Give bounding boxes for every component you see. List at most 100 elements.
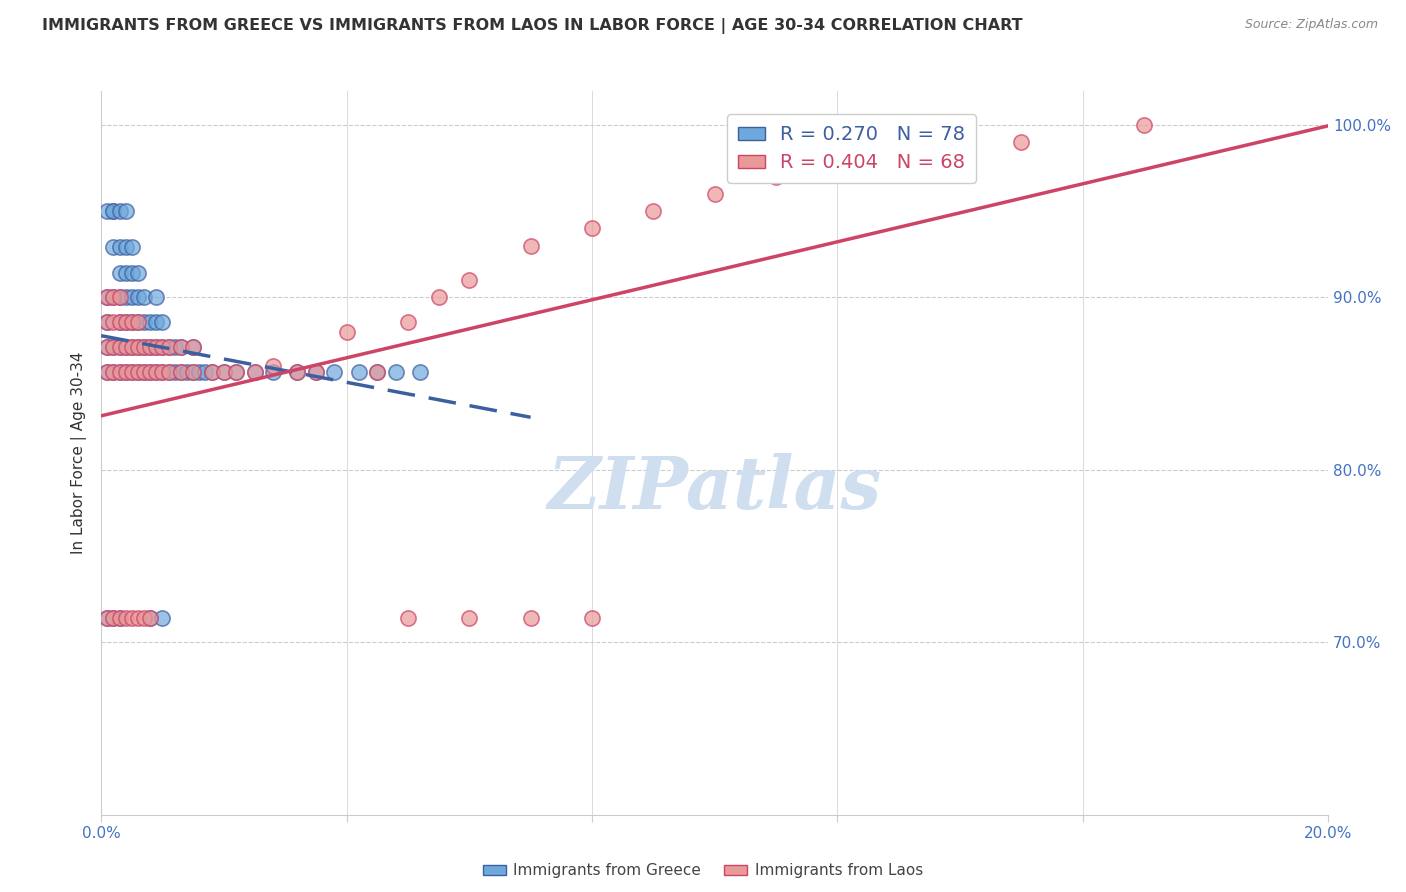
Immigrants from Greece xyxy=(96,340,118,354)
Immigrants from Laos xyxy=(96,611,118,625)
Immigrants from Laos xyxy=(152,365,174,379)
Immigrants from Greece xyxy=(121,266,143,280)
Immigrants from Greece xyxy=(103,204,125,219)
Legend: R = 0.270   N = 78, R = 0.404   N = 68: R = 0.270 N = 78, R = 0.404 N = 68 xyxy=(727,114,976,183)
Immigrants from Laos xyxy=(212,365,235,379)
Immigrants from Laos xyxy=(139,611,162,625)
Immigrants from Laos xyxy=(132,365,155,379)
Immigrants from Greece xyxy=(152,365,174,379)
Immigrants from Greece xyxy=(243,365,266,379)
Immigrants from Laos xyxy=(121,314,143,328)
Immigrants from Greece xyxy=(96,290,118,304)
Immigrants from Greece xyxy=(145,340,167,354)
Immigrants from Greece xyxy=(127,365,149,379)
Immigrants from Laos xyxy=(765,169,787,184)
Immigrants from Laos xyxy=(200,365,222,379)
Immigrants from Laos xyxy=(225,365,247,379)
Immigrants from Greece xyxy=(170,365,193,379)
Immigrants from Greece xyxy=(163,365,186,379)
Immigrants from Laos xyxy=(1133,118,1156,132)
Immigrants from Greece xyxy=(114,240,136,254)
Immigrants from Greece xyxy=(103,611,125,625)
Immigrants from Greece xyxy=(108,611,131,625)
Legend: Immigrants from Greece, Immigrants from Laos: Immigrants from Greece, Immigrants from … xyxy=(477,857,929,884)
Immigrants from Greece xyxy=(121,314,143,328)
Immigrants from Greece xyxy=(152,611,174,625)
Immigrants from Greece xyxy=(145,290,167,304)
Immigrants from Greece xyxy=(108,340,131,354)
Immigrants from Laos xyxy=(458,611,481,625)
Immigrants from Greece xyxy=(108,365,131,379)
Immigrants from Laos xyxy=(145,365,167,379)
Immigrants from Greece xyxy=(188,365,211,379)
Immigrants from Laos xyxy=(114,365,136,379)
Immigrants from Greece xyxy=(121,290,143,304)
Immigrants from Greece xyxy=(114,266,136,280)
Immigrants from Greece xyxy=(145,314,167,328)
Immigrants from Laos xyxy=(181,340,204,354)
Immigrants from Greece xyxy=(103,240,125,254)
Immigrants from Greece xyxy=(152,340,174,354)
Immigrants from Greece xyxy=(114,290,136,304)
Immigrants from Laos xyxy=(305,365,328,379)
Immigrants from Laos xyxy=(287,365,309,379)
Immigrants from Laos xyxy=(335,325,357,339)
Immigrants from Greece xyxy=(127,266,149,280)
Immigrants from Laos xyxy=(262,359,284,374)
Immigrants from Laos xyxy=(103,365,125,379)
Immigrants from Greece xyxy=(121,365,143,379)
Immigrants from Greece xyxy=(163,340,186,354)
Immigrants from Greece xyxy=(103,290,125,304)
Immigrants from Greece xyxy=(127,290,149,304)
Immigrants from Laos xyxy=(108,314,131,328)
Immigrants from Laos xyxy=(243,365,266,379)
Immigrants from Laos xyxy=(96,340,118,354)
Immigrants from Laos xyxy=(114,340,136,354)
Immigrants from Greece xyxy=(139,365,162,379)
Immigrants from Laos xyxy=(127,314,149,328)
Text: IMMIGRANTS FROM GREECE VS IMMIGRANTS FROM LAOS IN LABOR FORCE | AGE 30-34 CORREL: IMMIGRANTS FROM GREECE VS IMMIGRANTS FRO… xyxy=(42,18,1022,34)
Immigrants from Greece xyxy=(139,340,162,354)
Immigrants from Laos xyxy=(139,365,162,379)
Immigrants from Laos xyxy=(114,314,136,328)
Immigrants from Laos xyxy=(519,611,541,625)
Immigrants from Laos xyxy=(396,314,419,328)
Immigrants from Laos xyxy=(581,221,603,235)
Text: Source: ZipAtlas.com: Source: ZipAtlas.com xyxy=(1244,18,1378,31)
Immigrants from Greece xyxy=(181,365,204,379)
Immigrants from Greece xyxy=(108,314,131,328)
Immigrants from Greece xyxy=(409,365,432,379)
Immigrants from Greece xyxy=(347,365,370,379)
Immigrants from Laos xyxy=(132,340,155,354)
Immigrants from Greece xyxy=(127,314,149,328)
Immigrants from Laos xyxy=(103,290,125,304)
Text: ZIPatlas: ZIPatlas xyxy=(547,453,882,524)
Immigrants from Greece xyxy=(114,365,136,379)
Immigrants from Greece xyxy=(176,365,198,379)
Immigrants from Greece xyxy=(96,314,118,328)
Immigrants from Laos xyxy=(157,340,180,354)
Immigrants from Laos xyxy=(121,365,143,379)
Immigrants from Laos xyxy=(157,365,180,379)
Immigrants from Laos xyxy=(108,340,131,354)
Immigrants from Greece xyxy=(132,365,155,379)
Immigrants from Laos xyxy=(643,204,665,219)
Immigrants from Laos xyxy=(170,365,193,379)
Immigrants from Greece xyxy=(170,340,193,354)
Immigrants from Greece xyxy=(127,340,149,354)
Immigrants from Laos xyxy=(127,611,149,625)
Immigrants from Laos xyxy=(427,290,450,304)
Immigrants from Laos xyxy=(127,340,149,354)
Immigrants from Greece xyxy=(305,365,328,379)
Y-axis label: In Labor Force | Age 30-34: In Labor Force | Age 30-34 xyxy=(72,351,87,554)
Immigrants from Greece xyxy=(114,314,136,328)
Immigrants from Laos xyxy=(152,340,174,354)
Immigrants from Greece xyxy=(108,204,131,219)
Immigrants from Greece xyxy=(103,340,125,354)
Immigrants from Greece xyxy=(287,365,309,379)
Immigrants from Laos xyxy=(703,187,725,202)
Immigrants from Greece xyxy=(194,365,217,379)
Immigrants from Laos xyxy=(121,611,143,625)
Immigrants from Laos xyxy=(114,611,136,625)
Immigrants from Greece xyxy=(114,340,136,354)
